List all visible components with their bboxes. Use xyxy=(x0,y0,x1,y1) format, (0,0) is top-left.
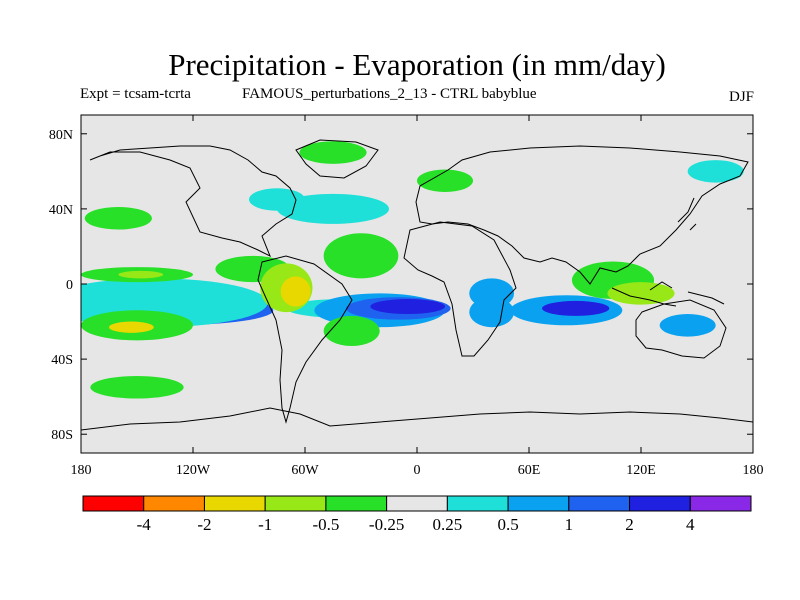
anomaly-region-23 xyxy=(249,188,305,211)
colorbar-box-6 xyxy=(446,495,509,512)
anomaly-region-24 xyxy=(299,141,367,164)
y-tick-label-2: 0 xyxy=(66,278,73,293)
antarctica-coast xyxy=(81,407,753,431)
colorbar-box-0 xyxy=(82,495,145,512)
colorbar-label-0: -4 xyxy=(137,515,152,534)
colorbar-label-1: -2 xyxy=(197,515,211,534)
colorbar-label-8: 2 xyxy=(625,515,634,534)
colorbar-label-5: 0.25 xyxy=(432,515,462,534)
colorbar-box-3 xyxy=(264,495,327,512)
colorbar-box-5 xyxy=(386,495,448,512)
anomaly-region-12 xyxy=(659,314,716,337)
y-tick-label-1: 40N xyxy=(49,203,73,218)
latitude-axis: 80N 40N 0 40S 80S xyxy=(49,128,753,443)
experiment-label: Expt = tcsam-tcrta xyxy=(80,86,191,102)
colorbar-box-9 xyxy=(629,495,691,512)
x-tick-label-4: 60E xyxy=(518,463,541,478)
y-tick-label-0: 80N xyxy=(49,128,73,143)
anomaly-field xyxy=(81,141,744,399)
anomaly-region-7 xyxy=(370,299,445,315)
x-tick-label-5: 120E xyxy=(626,463,656,478)
anomaly-region-21 xyxy=(323,233,399,279)
anomaly-region-30 xyxy=(687,160,744,183)
y-tick-label-3: 40S xyxy=(51,353,73,368)
colorbar-box-2 xyxy=(203,495,266,512)
colorbar-box-4 xyxy=(325,495,388,512)
anomaly-region-25 xyxy=(417,169,473,192)
colorbar: -4 -2 -1 -0.5 -0.25 0.25 0.5 1 2 4 xyxy=(82,495,752,534)
x-tick-label-1: 120W xyxy=(176,463,211,478)
australia-coast xyxy=(635,299,727,359)
colorbar-label-2: -1 xyxy=(258,515,272,534)
anomaly-region-28 xyxy=(84,207,152,230)
x-tick-label-6: 180 xyxy=(743,463,764,478)
greenland-coast xyxy=(295,139,379,179)
anomaly-region-9 xyxy=(469,297,515,328)
x-tick-label-3: 0 xyxy=(414,463,421,478)
anomaly-region-14 xyxy=(108,321,154,333)
colorbar-box-10 xyxy=(689,495,752,512)
anomaly-region-19 xyxy=(280,276,311,307)
longitude-axis: 180 120W 60W 0 60E 120E 180 xyxy=(71,115,764,478)
japan-coast xyxy=(677,197,697,231)
x-tick-label-0: 180 xyxy=(71,463,92,478)
colorbar-label-9: 4 xyxy=(686,515,695,534)
africa-coast xyxy=(403,221,517,357)
chart-title: Precipitation - Evaporation (in mm/day) xyxy=(168,47,666,82)
anomaly-region-27 xyxy=(607,282,675,305)
colorbar-label-7: 1 xyxy=(565,515,574,534)
season-label: DJF xyxy=(729,89,754,105)
coastlines xyxy=(81,139,753,431)
colorbar-label-6: 0.5 xyxy=(497,515,518,534)
anomaly-region-22 xyxy=(277,193,389,224)
colorbar-label-3: -0.5 xyxy=(312,515,339,534)
anomaly-region-20 xyxy=(323,315,380,346)
y-tick-label-4: 80S xyxy=(51,428,73,443)
experiment-name: FAMOUS_perturbations_2_13 - CTRL babyblu… xyxy=(242,86,537,102)
colorbar-box-7 xyxy=(507,495,570,512)
eurasia-coast xyxy=(415,145,749,285)
south-america-coast xyxy=(257,255,353,424)
indonesia-coast xyxy=(611,281,725,307)
anomaly-region-29 xyxy=(90,376,184,399)
colorbar-label-4: -0.25 xyxy=(369,515,404,534)
anomaly-region-11 xyxy=(542,300,610,316)
colorbar-box-1 xyxy=(143,495,205,512)
x-tick-label-2: 60W xyxy=(291,463,319,478)
colorbar-box-8 xyxy=(568,495,631,512)
north-america-coast xyxy=(89,145,297,258)
anomaly-region-16 xyxy=(118,270,164,279)
